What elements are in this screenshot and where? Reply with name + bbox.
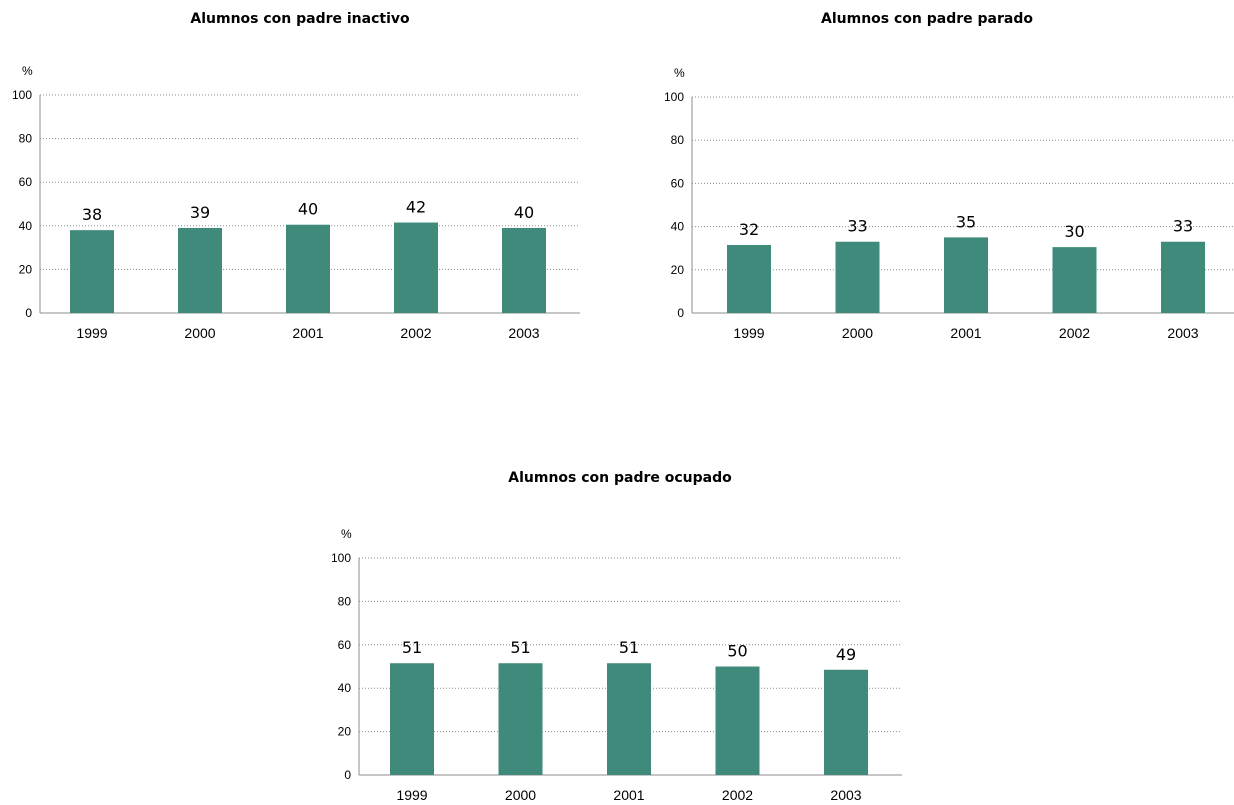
y-tick-label: 20 bbox=[671, 263, 685, 277]
x-tick-label: 2003 bbox=[508, 325, 539, 341]
y-unit-label: % bbox=[341, 527, 352, 541]
data-label: 33 bbox=[847, 217, 867, 236]
data-label: 32 bbox=[739, 220, 759, 239]
bar-chart-parado: % 0 20 40 60 80 100 32 1999 33 2000 35 2001 30 2002 33 2… bbox=[664, 66, 1234, 341]
bar bbox=[286, 224, 330, 313]
y-tick-label: 40 bbox=[338, 681, 352, 695]
bar bbox=[498, 663, 543, 775]
bar bbox=[944, 237, 988, 313]
bar bbox=[1052, 247, 1097, 313]
x-tick-label: 2001 bbox=[950, 325, 981, 341]
y-tick-label: 0 bbox=[25, 306, 32, 320]
y-tick-label: 40 bbox=[19, 219, 33, 233]
bar bbox=[607, 663, 651, 775]
data-label: 49 bbox=[836, 645, 856, 664]
x-tick-label: 2003 bbox=[1167, 325, 1198, 341]
y-tick-label: 60 bbox=[671, 176, 685, 190]
chart-title-ocupado: Alumnos con padre ocupado bbox=[508, 470, 732, 486]
y-tick-label: 20 bbox=[19, 262, 33, 276]
data-label: 51 bbox=[619, 638, 639, 657]
y-tick-label: 100 bbox=[664, 90, 684, 104]
y-tick-label: 60 bbox=[19, 175, 33, 189]
data-label: 38 bbox=[82, 205, 102, 224]
x-tick-label: 2003 bbox=[830, 787, 861, 803]
x-tick-label: 2002 bbox=[1059, 325, 1090, 341]
y-unit-label: % bbox=[674, 66, 685, 80]
data-label: 30 bbox=[1064, 222, 1084, 241]
y-tick-label: 100 bbox=[12, 88, 32, 102]
y-tick-label: 80 bbox=[19, 132, 33, 146]
data-label: 42 bbox=[406, 198, 426, 217]
bar bbox=[824, 669, 868, 775]
data-label: 40 bbox=[298, 200, 318, 219]
x-tick-label: 1999 bbox=[76, 325, 107, 341]
y-tick-label: 60 bbox=[338, 638, 352, 652]
y-tick-label: 20 bbox=[338, 725, 352, 739]
x-tick-label: 2001 bbox=[613, 787, 644, 803]
data-label: 51 bbox=[402, 638, 422, 657]
data-label: 35 bbox=[956, 212, 976, 231]
x-tick-label: 2000 bbox=[842, 325, 873, 341]
y-tick-label: 40 bbox=[671, 220, 685, 234]
data-label: 50 bbox=[727, 642, 747, 661]
x-tick-label: 1999 bbox=[733, 325, 764, 341]
bar bbox=[394, 222, 438, 313]
bar bbox=[835, 241, 880, 313]
y-unit-label: % bbox=[22, 64, 33, 78]
bar bbox=[390, 663, 434, 775]
bar bbox=[70, 230, 114, 313]
data-label: 39 bbox=[190, 203, 210, 222]
y-tick-label: 100 bbox=[331, 551, 351, 565]
chart-title-inactivo: Alumnos con padre inactivo bbox=[190, 11, 410, 27]
y-tick-label: 0 bbox=[677, 306, 684, 320]
x-tick-label: 2001 bbox=[292, 325, 323, 341]
x-tick-label: 2002 bbox=[722, 787, 753, 803]
x-tick-label: 2002 bbox=[400, 325, 431, 341]
chart-title-parado: Alumnos con padre parado bbox=[821, 11, 1033, 27]
bar bbox=[715, 666, 760, 775]
bar-chart-ocupado: % 0 20 40 60 80 100 51 1999 51 2000 51 2001 50 2002 49 2… bbox=[331, 527, 902, 803]
x-tick-label: 2000 bbox=[505, 787, 536, 803]
y-tick-label: 80 bbox=[671, 133, 685, 147]
bar bbox=[727, 244, 771, 313]
data-label: 33 bbox=[1173, 217, 1193, 236]
data-label: 40 bbox=[514, 203, 534, 222]
bar bbox=[502, 227, 546, 313]
bar bbox=[178, 227, 222, 313]
bar bbox=[1161, 241, 1205, 313]
y-tick-label: 80 bbox=[338, 594, 352, 608]
x-tick-label: 2000 bbox=[184, 325, 215, 341]
x-tick-label: 1999 bbox=[396, 787, 427, 803]
y-tick-label: 0 bbox=[344, 768, 351, 782]
data-label: 51 bbox=[510, 638, 530, 657]
bar-chart-inactivo: % 0 20 40 60 80 100 38 1999 39 2000 40 2001 42 2002 40 2… bbox=[12, 64, 580, 341]
